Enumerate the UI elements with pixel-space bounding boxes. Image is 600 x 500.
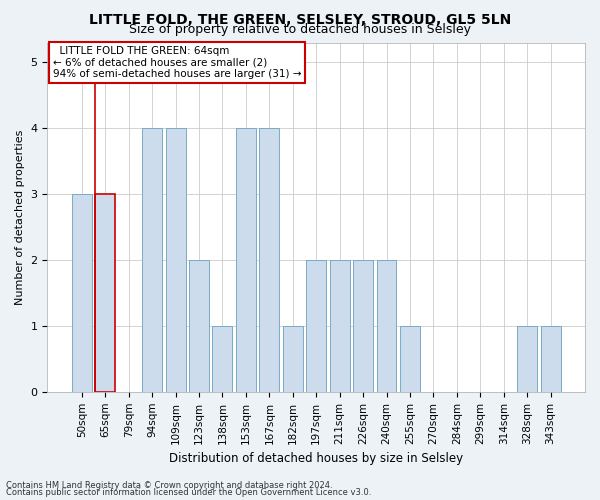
Bar bbox=[329, 260, 350, 392]
Bar bbox=[517, 326, 537, 392]
Bar bbox=[353, 260, 373, 392]
Bar bbox=[259, 128, 279, 392]
Text: Contains HM Land Registry data © Crown copyright and database right 2024.: Contains HM Land Registry data © Crown c… bbox=[6, 480, 332, 490]
Text: LITTLE FOLD THE GREEN: 64sqm
← 6% of detached houses are smaller (2)
94% of semi: LITTLE FOLD THE GREEN: 64sqm ← 6% of det… bbox=[53, 46, 301, 79]
Bar bbox=[283, 326, 303, 392]
Text: LITTLE FOLD, THE GREEN, SELSLEY, STROUD, GL5 5LN: LITTLE FOLD, THE GREEN, SELSLEY, STROUD,… bbox=[89, 12, 511, 26]
Y-axis label: Number of detached properties: Number of detached properties bbox=[15, 130, 25, 305]
X-axis label: Distribution of detached houses by size in Selsley: Distribution of detached houses by size … bbox=[169, 452, 463, 465]
Bar bbox=[212, 326, 232, 392]
Bar bbox=[189, 260, 209, 392]
Bar bbox=[142, 128, 162, 392]
Bar bbox=[400, 326, 420, 392]
Bar bbox=[166, 128, 185, 392]
Bar bbox=[95, 194, 115, 392]
Text: Size of property relative to detached houses in Selsley: Size of property relative to detached ho… bbox=[129, 22, 471, 36]
Bar bbox=[541, 326, 560, 392]
Bar bbox=[236, 128, 256, 392]
Bar bbox=[306, 260, 326, 392]
Text: Contains public sector information licensed under the Open Government Licence v3: Contains public sector information licen… bbox=[6, 488, 371, 497]
Bar bbox=[72, 194, 92, 392]
Bar bbox=[377, 260, 397, 392]
